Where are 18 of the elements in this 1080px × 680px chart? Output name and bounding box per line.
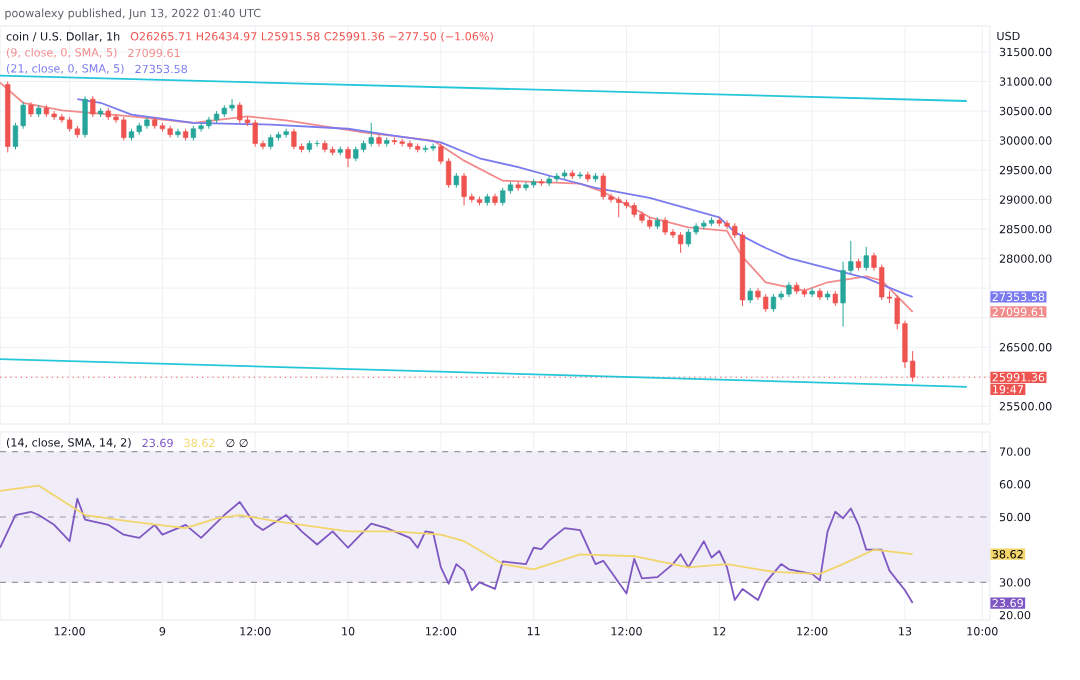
candlestick — [229, 98, 235, 112]
candlestick — [291, 128, 297, 150]
candlestick — [863, 246, 869, 271]
candlestick — [252, 119, 258, 147]
line-series — [0, 484, 914, 575]
line-series — [0, 497, 914, 604]
candlestick — [461, 172, 467, 207]
candlestick — [840, 261, 846, 328]
candlestick — [600, 172, 606, 201]
candlestick — [368, 122, 374, 147]
candlestick — [616, 196, 622, 218]
candlestick — [121, 116, 127, 142]
candlestick — [90, 95, 96, 118]
candlestick — [237, 101, 243, 124]
candlestick — [345, 145, 351, 168]
line-series — [0, 81, 914, 313]
candlestick — [678, 231, 684, 254]
candlestick — [82, 95, 88, 139]
